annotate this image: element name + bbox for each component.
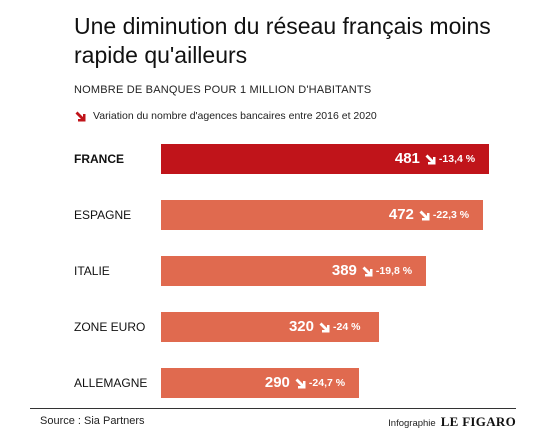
down-arrow-icon — [295, 378, 306, 389]
category-label: ALLEMAGNE — [74, 376, 148, 390]
bar-row: ESPAGNE 472 -22,3 % — [0, 200, 546, 230]
variation-label: -22,3 % — [432, 209, 470, 221]
legend-label: Variation du nombre d'agences bancaires … — [93, 110, 377, 122]
footer-divider — [30, 408, 516, 409]
down-arrow-icon — [319, 322, 330, 333]
bar-row: FRANCE 481 -13,4 % — [0, 144, 546, 174]
source-note: Source : Sia Partners — [40, 415, 145, 427]
bar-row: ITALIE 389 -19,8 % — [0, 256, 546, 286]
bar-chart: FRANCE 481 -13,4 % ESPAGNE 472 -22,3 % ITALIE 3… — [0, 140, 546, 400]
variation-label: -24 % — [333, 321, 361, 333]
variation-label: -19,8 % — [375, 265, 413, 277]
bar: 389 -19,8 % — [161, 256, 426, 286]
bar-value-label: 481 — [394, 150, 420, 167]
variation-label: -24,7 % — [308, 377, 346, 389]
category-label: ESPAGNE — [74, 208, 132, 222]
bar: 472 -22,3 % — [161, 200, 483, 230]
bar-row: ALLEMAGNE 290 -24,7 % — [0, 368, 546, 398]
chart-title: Une diminution du réseau français moins … — [74, 13, 491, 68]
chart-subtitle: NOMBRE DE BANQUES POUR 1 MILLION D'HABIT… — [74, 84, 372, 96]
credit-label: Infographie — [388, 418, 436, 429]
down-arrow-icon — [419, 210, 430, 221]
publisher-logo: LE FIGARO — [440, 414, 516, 429]
bar-value-label: 290 — [264, 374, 290, 391]
legend: Variation du nombre d'agences bancaires … — [74, 108, 377, 124]
bar: 481 -13,4 % — [161, 144, 489, 174]
bar-value-label: 472 — [388, 206, 414, 223]
bar-value-label: 389 — [331, 262, 357, 279]
category-label: ZONE EURO — [74, 320, 146, 334]
bar: 290 -24,7 % — [161, 368, 359, 398]
bar-row: ZONE EURO 320 -24 % — [0, 312, 546, 342]
down-arrow-icon — [362, 266, 373, 277]
bar-value-label: 320 — [288, 318, 314, 335]
down-arrow-icon — [75, 111, 86, 121]
down-arrow-icon — [425, 154, 436, 165]
category-label: ITALIE — [74, 264, 110, 278]
bar: 320 -24 % — [161, 312, 379, 342]
credit: Infographie LE FIGARO — [388, 414, 516, 430]
category-label: FRANCE — [74, 152, 124, 166]
variation-label: -13,4 % — [438, 153, 476, 165]
